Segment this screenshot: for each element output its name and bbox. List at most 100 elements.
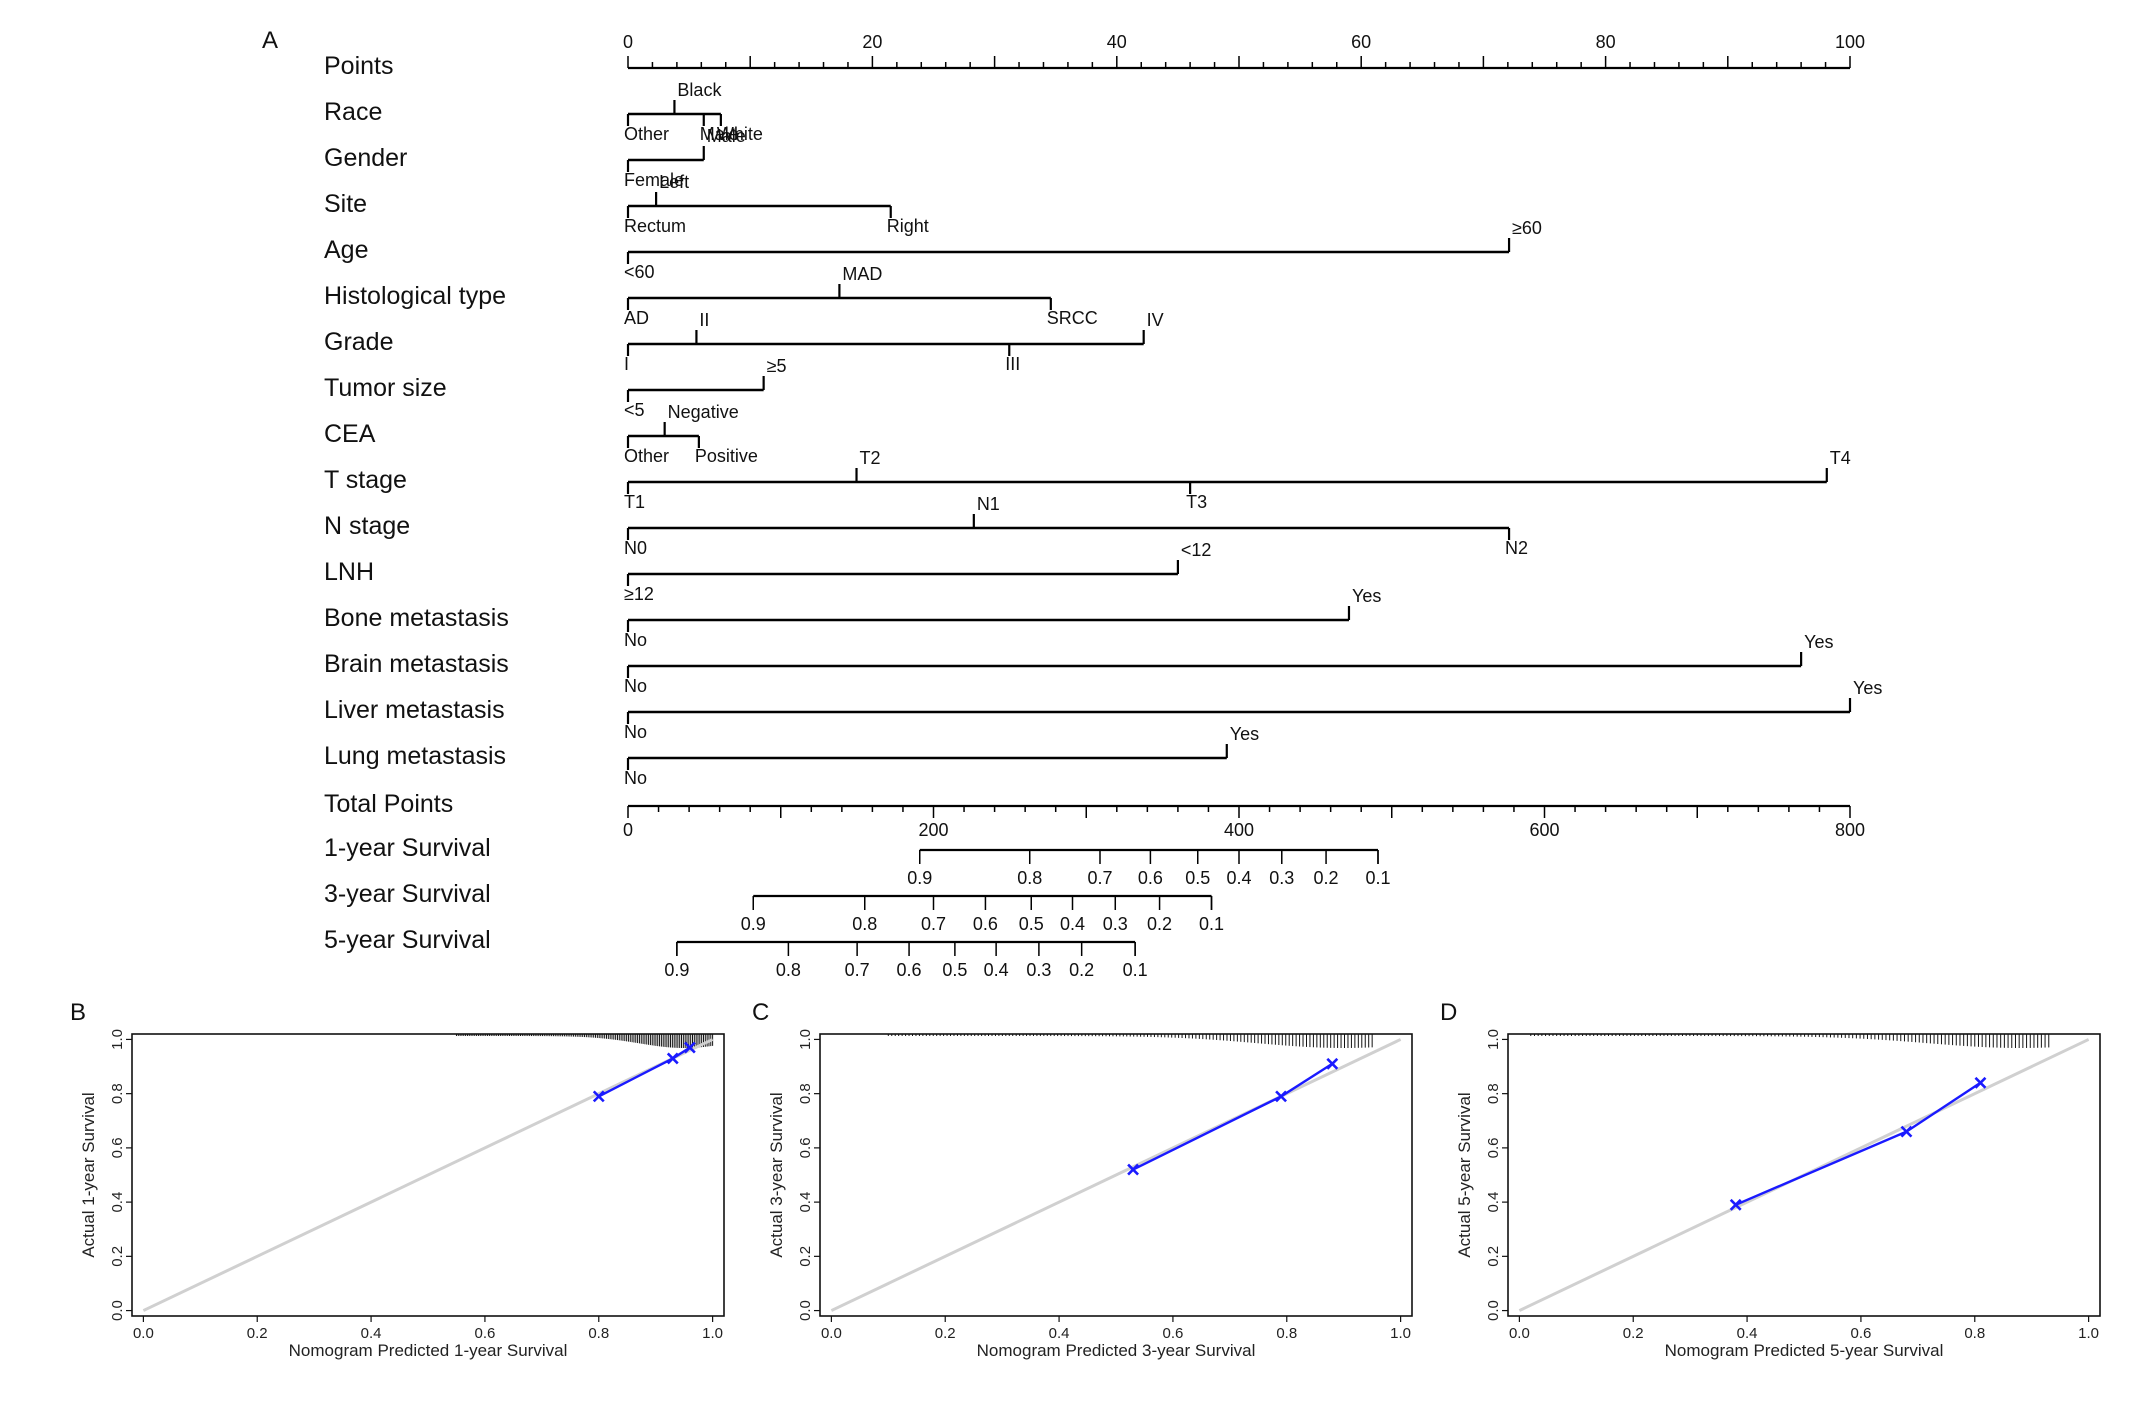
level-label-race-male: Male: [700, 124, 739, 144]
y-tick-label: 0.4: [109, 1192, 126, 1213]
calibration-point: [1275, 1090, 1287, 1103]
x-tick-label: 0.0: [133, 1325, 154, 1342]
row-label-t-stage: T stage: [324, 466, 407, 494]
x-tick-label: 1.0: [1390, 1325, 1411, 1342]
row-label-1-year-survival: 1-year Survival: [324, 834, 491, 862]
points-tick-label: 20: [862, 32, 882, 52]
prob-label-1-year-survival-0-5: 0.5: [1185, 868, 1210, 888]
row-label-age: Age: [324, 236, 368, 264]
x-tick-label: 1.0: [702, 1325, 723, 1342]
prob-label-3-year-survival-0-2: 0.2: [1147, 914, 1172, 934]
prob-label-5-year-survival-0-4: 0.4: [984, 960, 1009, 980]
row-label-brain-metastasis: Brain metastasis: [324, 650, 509, 678]
level-label-cea-positive: Positive: [695, 446, 758, 466]
row-label-total-points: Total Points: [324, 790, 453, 818]
prob-label-3-year-survival-0-7: 0.7: [921, 914, 946, 934]
y-tick-label: 0.6: [109, 1137, 126, 1158]
level-label-grade-iv: IV: [1147, 310, 1164, 330]
nomogram: Points 0 20 40 60 80 100 Race Other Black MaleWhit…: [324, 32, 1882, 980]
x-axis-label: Nomogram Predicted 3-year Survival: [977, 1341, 1256, 1360]
level-label-lung-metastasis-yes: Yes: [1230, 724, 1259, 744]
level-label-gender-female: Female: [624, 170, 684, 190]
x-tick-label: 0.0: [1509, 1325, 1530, 1342]
y-tick-label: 0.8: [109, 1083, 126, 1104]
point-mark: [1900, 1125, 1913, 1138]
row-label-5-year-survival: 5-year Survival: [324, 926, 491, 954]
y-tick-label: 0.2: [797, 1246, 814, 1267]
x-tick-label: 0.2: [1623, 1325, 1644, 1342]
row-label-lnh: LNH: [324, 558, 374, 586]
y-tick-label: 0.8: [1485, 1083, 1502, 1104]
x-tick-label: 0.8: [1276, 1325, 1297, 1342]
level-label-n-stage-n0: N0: [624, 538, 647, 558]
level-label-grade-iii: III: [1005, 354, 1020, 374]
x-tick-label: 1.0: [2078, 1325, 2099, 1342]
prob-label-5-year-survival-0-6: 0.6: [897, 960, 922, 980]
calibration-plot-1-year: 0.0 0.2 0.4 0.6 0.8 1.0 0.0 0.2 0.4 0.6 0.8 1.0 Nomo…: [79, 1029, 725, 1360]
level-label-race-black: Black: [677, 80, 722, 100]
level-label-race-other: Other: [624, 124, 669, 144]
row-label-3-year-survival: 3-year Survival: [324, 880, 491, 908]
prob-label-1-year-survival-0-7: 0.7: [1087, 868, 1112, 888]
level-label-bone-metastasis-no: No: [624, 630, 647, 650]
point-mark: [592, 1090, 605, 1103]
prob-label-5-year-survival-0-5: 0.5: [942, 960, 967, 980]
prob-label-5-year-survival-0-2: 0.2: [1069, 960, 1094, 980]
x-axis-label: Nomogram Predicted 5-year Survival: [1665, 1341, 1944, 1360]
y-tick-label: 0.2: [1485, 1246, 1502, 1267]
level-label-brain-metastasis-yes: Yes: [1804, 632, 1833, 652]
row-label-lung-metastasis: Lung metastasis: [324, 742, 506, 770]
level-label-histological-type-mad: MAD: [842, 264, 882, 284]
total-tick-label: 600: [1529, 820, 1559, 840]
calibration-point: [683, 1041, 696, 1054]
row-label-race: Race: [324, 98, 382, 126]
calibration-point: [1900, 1125, 1913, 1138]
level-label-cea-negative: Negative: [668, 402, 739, 422]
x-tick-label: 0.0: [821, 1325, 842, 1342]
prob-label-3-year-survival-0-5: 0.5: [1019, 914, 1044, 934]
row-label-tumor-size: Tumor size: [324, 374, 447, 402]
panel-label-a: A: [262, 27, 278, 54]
level-label-cea-other: Other: [624, 446, 669, 466]
x-tick-label: 0.8: [588, 1325, 609, 1342]
level-label-t-stage-t2: T2: [860, 448, 881, 468]
prob-label-1-year-survival-0-3: 0.3: [1269, 868, 1294, 888]
prob-label-5-year-survival-0-9: 0.9: [664, 960, 689, 980]
level-label-t-stage-t1: T1: [624, 492, 645, 512]
prob-label-1-year-survival-0-4: 0.4: [1226, 868, 1251, 888]
points-tick-label: 40: [1107, 32, 1127, 52]
x-tick-label: 0.6: [1850, 1325, 1871, 1342]
row-label-points: Points: [324, 52, 393, 80]
row-label-bone-metastasis: Bone metastasis: [324, 604, 509, 632]
y-axis-label: Actual 5-year Survival: [1455, 1092, 1474, 1257]
panel-label-c: C: [752, 999, 769, 1026]
y-tick-label: 0.4: [1485, 1192, 1502, 1213]
y-tick-label: 0.8: [797, 1083, 814, 1104]
prob-label-1-year-survival-0-1: 0.1: [1365, 868, 1390, 888]
prob-label-3-year-survival-0-3: 0.3: [1103, 914, 1128, 934]
prob-label-3-year-survival-0-1: 0.1: [1199, 914, 1224, 934]
calibration-plot-3-year: 0.0 0.2 0.4 0.6 0.8 1.0 0.0 0.2 0.4 0.6 0.8 1.0 Nomo…: [767, 1029, 1413, 1360]
level-label-histological-type-srcc: SRCC: [1047, 308, 1098, 328]
row-label-cea: CEA: [324, 420, 376, 448]
x-tick-label: 0.8: [1964, 1325, 1985, 1342]
level-label-site-left: Left: [659, 172, 689, 192]
x-tick-label: 0.4: [1049, 1325, 1070, 1342]
level-label-age-lt60: <60: [624, 262, 655, 282]
y-tick-label: 0.6: [797, 1137, 814, 1158]
calibration-point: [1729, 1198, 1742, 1211]
level-label-liver-metastasis-yes: Yes: [1853, 678, 1882, 698]
prob-label-1-year-survival-0-2: 0.2: [1314, 868, 1339, 888]
point-mark: [1974, 1076, 1987, 1089]
calibration-point: [1974, 1076, 1987, 1089]
y-tick-label: 1.0: [1485, 1029, 1502, 1050]
points-tick-label: 0: [623, 32, 633, 52]
points-tick-label: 60: [1351, 32, 1371, 52]
level-label-lung-metastasis-no: No: [624, 768, 647, 788]
points-tick-label: 100: [1835, 32, 1865, 52]
level-label-brain-metastasis-no: No: [624, 676, 647, 696]
level-label-grade-ii: II: [699, 310, 709, 330]
prob-label-3-year-survival-0-4: 0.4: [1060, 914, 1085, 934]
x-tick-label: 0.2: [247, 1325, 268, 1342]
